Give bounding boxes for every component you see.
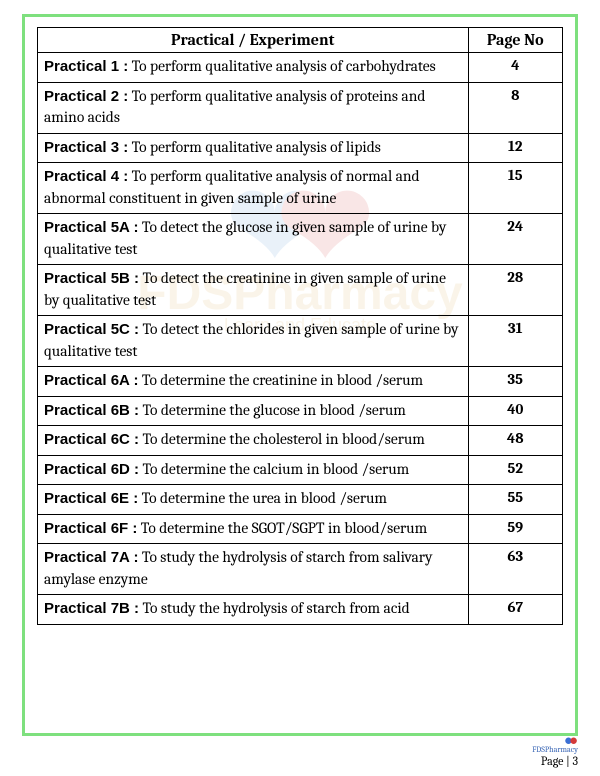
table-row: Practical 6B : To determine the glucose … — [38, 396, 563, 426]
page-footer: ●● FDSPharmacy Page | 3 — [532, 732, 578, 768]
page-number-cell: 28 — [468, 265, 563, 316]
practical-text: To perform qualitative analysis of lipid… — [128, 138, 381, 156]
practical-label: Practical 4 : — [44, 168, 128, 185]
practical-description: Practical 5B : To detect the creatinine … — [38, 265, 469, 316]
practical-label: Practical 2 : — [44, 88, 128, 105]
practical-description: Practical 5A : To detect the glucose in … — [38, 214, 469, 265]
page-number: Page | 3 — [541, 754, 578, 768]
practical-description: Practical 2 : To perform qualitative ana… — [38, 82, 469, 133]
table-row: Practical 6A : To determine the creatini… — [38, 367, 563, 397]
practical-description: Practical 6B : To determine the glucose … — [38, 396, 469, 426]
practical-description: Practical 6D : To determine the calcium … — [38, 455, 469, 485]
practical-description: Practical 1 : To perform qualitative ana… — [38, 53, 469, 83]
practical-description: Practical 5C : To detect the chlorides i… — [38, 316, 469, 367]
table-row: Practical 7B : To study the hydrolysis o… — [38, 595, 563, 625]
practical-description: Practical 7A : To study the hydrolysis o… — [38, 544, 469, 595]
practical-description: Practical 3 : To perform qualitative ana… — [38, 133, 469, 163]
table-row: Practical 5A : To detect the glucose in … — [38, 214, 563, 265]
practical-text: To determine the creatinine in blood /se… — [139, 371, 424, 389]
practical-label: Practical 6E : — [44, 490, 138, 507]
page-border: Practical / Experiment Page No Practical… — [22, 14, 578, 736]
page-number-cell: 15 — [468, 163, 563, 214]
practical-description: Practical 6E : To determine the urea in … — [38, 485, 469, 515]
page-number-cell: 12 — [468, 133, 563, 163]
page-number-cell: 48 — [468, 426, 563, 456]
contents-table: Practical / Experiment Page No Practical… — [37, 27, 563, 625]
practical-text: To study the hydrolysis of starch from a… — [139, 599, 410, 617]
practical-label: Practical 6F : — [44, 520, 137, 537]
page-number-cell: 31 — [468, 316, 563, 367]
table-row: Practical 7A : To study the hydrolysis o… — [38, 544, 563, 595]
page-number-cell: 59 — [468, 514, 563, 544]
header-experiment: Practical / Experiment — [38, 28, 469, 53]
page-number-cell: 4 — [468, 53, 563, 83]
practical-label: Practical 7B : — [44, 600, 139, 617]
practical-label: Practical 6B : — [44, 402, 139, 419]
page-number-cell: 63 — [468, 544, 563, 595]
practical-description: Practical 7B : To study the hydrolysis o… — [38, 595, 469, 625]
table-row: Practical 1 : To perform qualitative ana… — [38, 53, 563, 83]
table-header-row: Practical / Experiment Page No — [38, 28, 563, 53]
practical-label: Practical 6C : — [44, 431, 139, 448]
page-number-cell: 52 — [468, 455, 563, 485]
practical-description: Practical 4 : To perform qualitative ana… — [38, 163, 469, 214]
practical-text: To perform qualitative analysis of carbo… — [128, 57, 435, 75]
table-row: Practical 6F : To determine the SGOT/SGP… — [38, 514, 563, 544]
page-number-cell: 67 — [468, 595, 563, 625]
page-number-cell: 35 — [468, 367, 563, 397]
practical-description: Practical 6C : To determine the choleste… — [38, 426, 469, 456]
practical-text: To determine the glucose in blood /serum — [139, 401, 406, 419]
table-row: Practical 2 : To perform qualitative ana… — [38, 82, 563, 133]
table-row: Practical 4 : To perform qualitative ana… — [38, 163, 563, 214]
practical-description: Practical 6A : To determine the creatini… — [38, 367, 469, 397]
page-number-cell: 8 — [468, 82, 563, 133]
page-number-cell: 55 — [468, 485, 563, 515]
table-row: Practical 6C : To determine the choleste… — [38, 426, 563, 456]
practical-label: Practical 5C : — [44, 321, 139, 338]
table-row: Practical 5B : To detect the creatinine … — [38, 265, 563, 316]
practical-text: To determine the cholesterol in blood/se… — [139, 430, 425, 448]
practical-description: Practical 6F : To determine the SGOT/SGP… — [38, 514, 469, 544]
table-row: Practical 6D : To determine the calcium … — [38, 455, 563, 485]
practical-label: Practical 3 : — [44, 139, 128, 156]
practical-label: Practical 5A : — [44, 219, 139, 236]
page-number-cell: 40 — [468, 396, 563, 426]
page-number-cell: 24 — [468, 214, 563, 265]
practical-text: To determine the SGOT/SGPT in blood/seru… — [137, 519, 427, 537]
practical-label: Practical 6A : — [44, 372, 139, 389]
practical-label: Practical 6D : — [44, 461, 139, 478]
practical-label: Practical 7A : — [44, 549, 139, 566]
table-row: Practical 6E : To determine the urea in … — [38, 485, 563, 515]
header-page: Page No — [468, 28, 563, 53]
table-row: Practical 5C : To detect the chlorides i… — [38, 316, 563, 367]
practical-label: Practical 1 : — [44, 58, 128, 75]
table-row: Practical 3 : To perform qualitative ana… — [38, 133, 563, 163]
practical-label: Practical 5B : — [44, 270, 139, 287]
practical-text: To determine the urea in blood /serum — [138, 489, 387, 507]
practical-text: To determine the calcium in blood /serum — [139, 460, 409, 478]
